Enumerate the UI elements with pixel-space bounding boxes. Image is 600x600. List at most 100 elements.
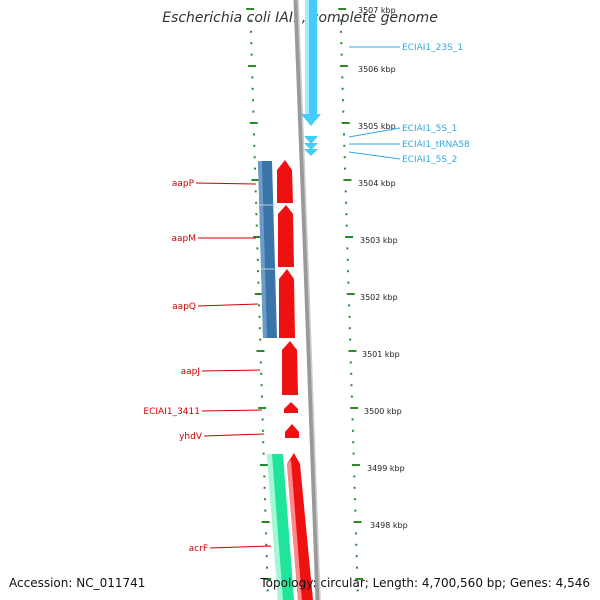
gene-aapQ-feature[interactable]	[279, 269, 295, 338]
minor-tick	[265, 532, 267, 535]
minor-tick	[342, 99, 344, 102]
gene-acrF-feature[interactable]	[287, 453, 313, 600]
major-tick	[249, 122, 258, 124]
minor-tick	[350, 372, 353, 375]
rrna-5s-1-feature[interactable]	[304, 136, 318, 144]
major-tick	[350, 407, 359, 409]
major-tick	[246, 8, 255, 10]
minor-tick	[340, 53, 343, 56]
minor-tick	[255, 213, 258, 216]
genome-backbone	[293, 0, 321, 600]
minor-tick	[351, 418, 354, 421]
minor-tick	[349, 361, 352, 364]
major-tick	[341, 122, 350, 124]
kbp-axis-labels: 3507 kbp 3506 kbp 3505 kbp 3504 kbp 3503…	[358, 6, 408, 530]
minor-tick	[260, 372, 263, 375]
gene-aapM-feature[interactable]	[278, 205, 294, 267]
map-title: Escherichia coli IAI1, complete genome	[162, 10, 438, 26]
right-tick-track	[338, 8, 364, 592]
minor-tick	[345, 213, 348, 216]
major-tick	[345, 236, 354, 238]
gene-label-yhdV[interactable]: yhdV	[179, 432, 203, 442]
gene-label-tRNA58[interactable]: ECIAI1_tRNA58	[402, 140, 470, 150]
major-tick	[247, 65, 256, 67]
minor-tick	[254, 167, 256, 170]
gene-label-aapJ[interactable]: aapJ	[181, 367, 200, 377]
minor-tick	[344, 167, 346, 170]
topology-text: Topology: circular; Length: 4,700,560 bp…	[259, 576, 590, 590]
minor-tick	[356, 589, 359, 592]
major-tick	[258, 407, 267, 409]
minor-tick	[258, 315, 261, 318]
minor-tick	[266, 566, 268, 569]
accession-text: Accession: NC_011741	[9, 576, 145, 590]
acr-block[interactable]	[267, 454, 294, 600]
gene-label-ECIAI1-3411[interactable]: ECIAI1_3411	[143, 407, 200, 417]
minor-tick	[341, 76, 344, 79]
gene-aapJ-feature[interactable]	[282, 341, 298, 395]
minor-tick	[249, 30, 252, 33]
minor-tick	[347, 270, 350, 273]
gene-label-aapQ[interactable]: aapQ	[172, 302, 196, 312]
minor-tick	[349, 338, 352, 341]
trna58-feature[interactable]	[304, 143, 318, 150]
major-tick	[343, 179, 352, 181]
gene-aapP-feature[interactable]	[277, 160, 293, 203]
minor-tick	[256, 258, 259, 261]
rrna-23s-feature[interactable]	[301, 0, 321, 126]
minor-tick	[253, 144, 256, 147]
gene-label-aapM[interactable]: aapM	[171, 234, 196, 244]
minor-tick	[265, 555, 268, 558]
gene-label-5S-2[interactable]: ECIAI1_5S_2	[402, 155, 457, 165]
minor-tick	[350, 384, 353, 387]
minor-tick	[266, 589, 269, 592]
minor-tick	[259, 338, 262, 341]
operon-block[interactable]	[258, 161, 277, 338]
minor-tick	[264, 509, 267, 512]
gene-yhdV-feature[interactable]	[285, 424, 299, 438]
minor-tick	[263, 498, 266, 501]
minor-tick	[351, 429, 354, 432]
rrna-5s-2-feature[interactable]	[304, 149, 318, 156]
kbp-label: 3501 kbp	[362, 350, 400, 359]
minor-tick	[354, 509, 357, 512]
minor-tick	[345, 201, 348, 204]
minor-tick	[343, 156, 346, 159]
minor-tick	[249, 19, 252, 22]
major-tick	[261, 521, 270, 523]
minor-tick	[352, 441, 355, 444]
minor-tick	[261, 429, 264, 432]
major-tick	[339, 65, 348, 67]
major-tick	[346, 293, 355, 295]
major-tick	[348, 350, 357, 352]
gene-label-23S-1[interactable]: ECIAI1_23S_1	[402, 43, 463, 53]
kbp-label: 3503 kbp	[360, 236, 398, 245]
gene-label-5S-1[interactable]: ECIAI1_5S_1	[402, 124, 457, 134]
minor-tick	[265, 543, 268, 546]
major-tick	[254, 293, 263, 295]
gene-ECIAI1-3411-feature[interactable]	[284, 402, 298, 413]
minor-tick	[252, 99, 254, 102]
minor-tick	[258, 304, 261, 307]
minor-tick	[251, 87, 254, 90]
minor-tick	[340, 42, 343, 45]
kbp-label: 3504 kbp	[358, 179, 396, 188]
major-tick	[259, 464, 268, 466]
minor-tick	[254, 190, 257, 193]
minor-tick	[343, 144, 346, 147]
major-tick	[263, 578, 272, 580]
minor-tick	[346, 247, 349, 250]
gene-label-acrF[interactable]: acrF	[189, 544, 208, 554]
gene-label-aapP[interactable]: aapP	[172, 179, 195, 189]
minor-tick	[258, 327, 261, 330]
minor-tick	[260, 384, 263, 387]
minor-tick	[253, 133, 255, 136]
major-tick	[338, 8, 347, 10]
minor-tick	[262, 441, 265, 444]
minor-tick	[257, 281, 260, 284]
minor-tick	[339, 19, 342, 22]
kbp-label: 3500 kbp	[364, 407, 402, 416]
minor-tick	[347, 281, 350, 284]
kbp-label: 3507 kbp	[358, 6, 396, 15]
